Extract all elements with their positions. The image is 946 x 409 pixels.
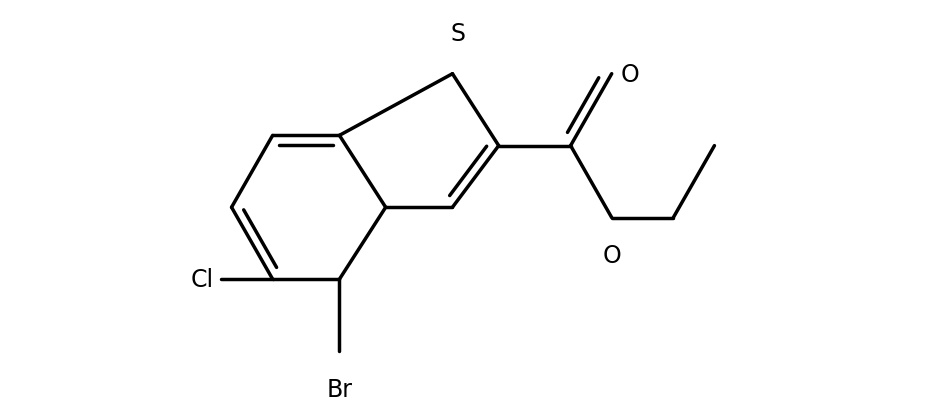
Text: O: O: [603, 244, 622, 267]
Text: O: O: [621, 63, 639, 86]
Text: S: S: [450, 22, 465, 46]
Text: Cl: Cl: [190, 267, 214, 292]
Text: Br: Br: [326, 377, 353, 401]
